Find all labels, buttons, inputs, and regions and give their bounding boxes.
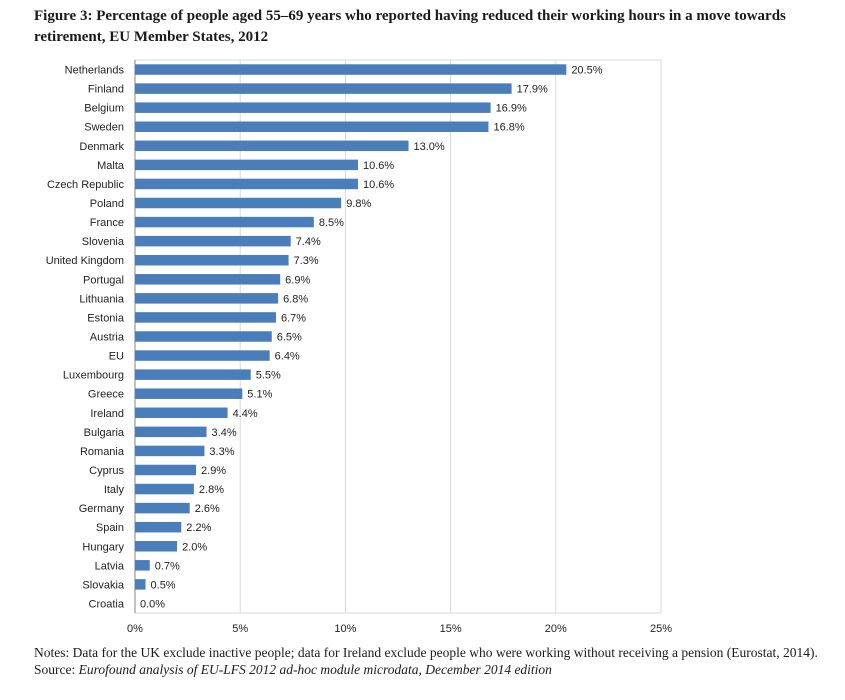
data-label: 10.6% xyxy=(363,160,394,172)
category-label: Slovenia xyxy=(82,236,125,248)
x-tick-label: 0% xyxy=(127,623,143,635)
data-label: 6.8% xyxy=(283,293,308,305)
bar xyxy=(135,369,251,380)
bar xyxy=(135,426,207,438)
bar xyxy=(135,293,279,304)
category-label: Luxembourg xyxy=(63,370,124,382)
data-label: 0.5% xyxy=(151,579,176,591)
data-label: 7.4% xyxy=(296,236,321,248)
bar xyxy=(135,274,281,285)
bar xyxy=(135,541,178,552)
data-label: 6.9% xyxy=(285,274,310,286)
category-label: Lithuania xyxy=(79,293,125,305)
bar xyxy=(135,121,489,132)
data-label: 20.5% xyxy=(571,65,602,77)
category-label: Spain xyxy=(96,522,124,534)
x-tick-label: 15% xyxy=(440,623,462,635)
bar xyxy=(135,216,314,228)
data-label: 6.7% xyxy=(281,312,306,324)
bar xyxy=(135,407,228,419)
category-label: Ireland xyxy=(90,408,124,420)
data-label: 0.0% xyxy=(140,598,165,610)
category-label: Finland xyxy=(88,84,124,96)
bar xyxy=(135,350,270,361)
bar xyxy=(135,560,150,571)
data-label: 9.8% xyxy=(346,198,371,210)
category-label: Germany xyxy=(79,503,125,515)
bar xyxy=(135,178,359,190)
data-label: 2.9% xyxy=(201,465,226,477)
data-label: 8.5% xyxy=(319,217,344,229)
category-label: Greece xyxy=(88,389,124,401)
data-label: 3.3% xyxy=(209,446,234,458)
bar xyxy=(135,502,190,514)
bar xyxy=(135,254,289,266)
category-label: Bulgaria xyxy=(84,427,125,439)
data-label: 16.8% xyxy=(493,122,524,134)
bar xyxy=(135,388,243,399)
category-label: United Kingdom xyxy=(46,255,124,267)
x-tick-label: 10% xyxy=(334,623,356,635)
bar xyxy=(135,312,276,323)
category-label: Hungary xyxy=(82,541,124,553)
data-label: 5.5% xyxy=(256,370,281,382)
data-label: 2.2% xyxy=(186,522,211,534)
category-label: Portugal xyxy=(83,274,124,286)
bar xyxy=(135,102,491,113)
category-label: Belgium xyxy=(84,103,124,115)
x-tick-label: 5% xyxy=(232,623,248,635)
bar-chart: 0% 5% 10% 15% 20% 25% Netherlands 20.5% Finland 1… xyxy=(46,59,672,635)
bar xyxy=(135,521,182,533)
data-label: 13.0% xyxy=(414,141,445,153)
category-label: Sweden xyxy=(84,122,124,134)
bar xyxy=(135,235,291,247)
bar xyxy=(135,159,359,171)
bar xyxy=(135,445,205,457)
category-label: Netherlands xyxy=(65,65,125,77)
source-label: Source: xyxy=(34,662,76,677)
source-text: Eurofound analysis of EU-LFS 2012 ad-hoc… xyxy=(78,662,552,677)
figure-notes: Notes: Data for the UK exclude inactive … xyxy=(34,644,824,678)
category-label: Italy xyxy=(104,484,125,496)
category-label: Denmark xyxy=(79,141,124,153)
category-label: Poland xyxy=(90,198,124,210)
data-label: 2.8% xyxy=(199,484,224,496)
category-label: Malta xyxy=(97,160,125,172)
data-label: 7.3% xyxy=(294,255,319,267)
category-label: Croatia xyxy=(89,598,125,610)
category-label: France xyxy=(90,217,124,229)
data-label: 10.6% xyxy=(363,179,394,191)
category-label: Romania xyxy=(80,446,125,458)
data-label: 17.9% xyxy=(517,84,548,96)
bar xyxy=(135,331,272,342)
bar xyxy=(135,483,194,495)
category-label: Czech Republic xyxy=(47,179,125,191)
data-label: 2.6% xyxy=(195,503,220,515)
data-label: 0.7% xyxy=(155,560,180,572)
bar xyxy=(135,83,512,94)
data-label: 6.5% xyxy=(277,332,302,344)
category-label: Estonia xyxy=(87,312,125,324)
bar xyxy=(135,197,342,209)
bar xyxy=(135,64,567,75)
bar xyxy=(135,140,409,152)
data-label: 5.1% xyxy=(247,389,272,401)
bar xyxy=(135,464,197,476)
category-label: Cyprus xyxy=(89,465,124,477)
category-label: Latvia xyxy=(95,560,125,572)
notes-text: Notes: Data for the UK exclude inactive … xyxy=(34,645,818,660)
data-label: 6.4% xyxy=(275,351,300,363)
x-tick-label: 20% xyxy=(545,623,567,635)
data-label: 16.9% xyxy=(496,103,527,115)
category-label: EU xyxy=(109,351,124,363)
category-label: Austria xyxy=(90,332,125,344)
bar xyxy=(135,579,146,590)
figure-title: Figure 3: Percentage of people aged 55–6… xyxy=(34,8,786,45)
category-label: Slovakia xyxy=(82,579,124,591)
data-label: 2.0% xyxy=(182,541,207,553)
source-line: Source: Eurofound analysis of EU-LFS 201… xyxy=(34,661,824,678)
x-tick-label: 25% xyxy=(650,623,672,635)
data-label: 3.4% xyxy=(212,427,237,439)
data-label: 4.4% xyxy=(233,408,258,420)
